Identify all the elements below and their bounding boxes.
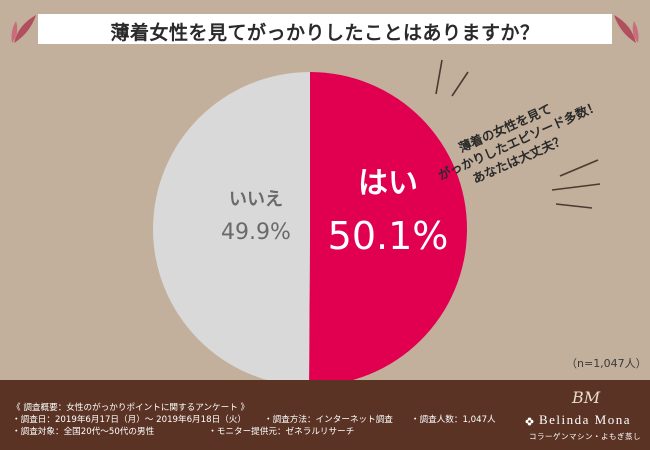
leaf-ornament-icon [11,15,36,43]
title-bar: 薄着女性を見てがっかりしたことはありますか？ [38,14,612,44]
survey-method: ・調査方法：インターネット調査 [263,415,393,425]
survey-row: ・調査対象：全国20代～50代の男性 ・モニター提供元：ゼネラルリサーチ [12,426,496,438]
survey-overview: 《 調査概要：女性のがっかりポイントに関するアンケート 》 ・調査日：2019年… [12,402,496,438]
survey-date: ・調査日：2019年6月17日（月）～ 2019年6月18日（火） [12,415,246,425]
survey-title: 《 調査概要：女性のがっかりポイントに関するアンケート 》 [12,403,250,413]
survey-provider: ・モニター提供元：ゼネラルリサーチ [208,427,355,437]
brand-name: Belinda Mona [538,412,631,427]
survey-target: ・調査対象：全国20代～50代の男性 [12,427,155,437]
leaf-ornament-icon [614,15,639,43]
chart-title: 薄着女性を見てがっかりしたことはありますか？ [110,22,540,44]
brand-tagline: コラーゲンマシン・よもぎ蒸し [529,432,641,441]
sample-size-note: （n=1,047人） [566,357,647,370]
survey-row: ・調査日：2019年6月17日（月）～ 2019年6月18日（火） ・調査方法：イ… [12,414,496,426]
slice-category-label: はい [358,166,418,201]
flower-icon [525,417,534,426]
slice-category-label: いいえ [229,189,283,210]
survey-count: ・調査人数：1,047人 [410,415,496,425]
brand-logo: BM Belinda Mona コラーゲンマシン・よもぎ蒸し [520,380,650,450]
footer: 《 調査概要：女性のがっかりポイントに関するアンケート 》 ・調査日：2019年… [0,380,650,450]
slice-value-label: 50.1% [328,214,449,258]
pie-slice [153,72,310,386]
brand-monogram: BM [572,388,601,407]
slice-value-label: 49.9% [221,220,291,245]
pie-slice [309,72,468,386]
